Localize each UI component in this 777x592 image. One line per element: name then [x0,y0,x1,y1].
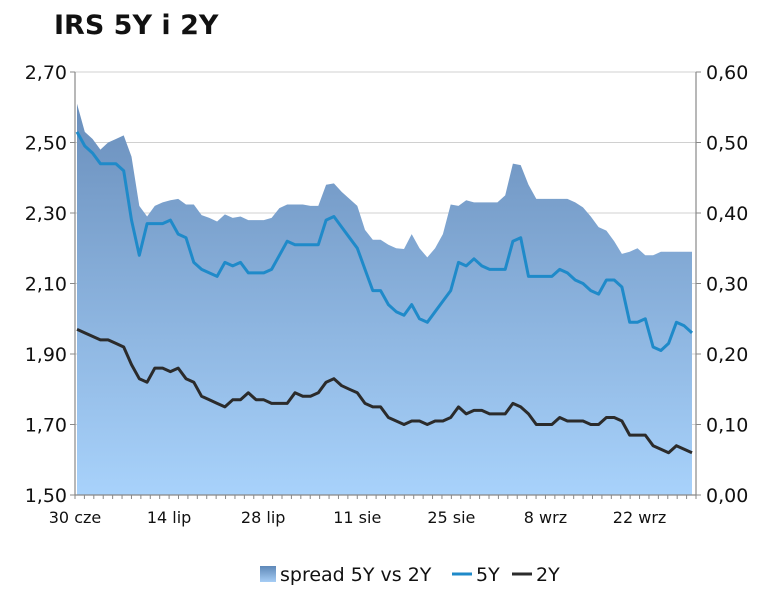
x-tick-label: 30 cze [49,508,101,527]
x-tick-label: 22 wrz [613,508,667,527]
right-tick-label: 0,50 [706,133,748,155]
x-tick-label: 8 wrz [524,508,567,527]
lines-layer [75,131,694,455]
right-tick-label: 0,00 [706,485,748,507]
x-tick-label: 25 sie [427,508,475,527]
x-tick-label: 28 lip [241,508,286,527]
x-axis-tick-labels: 30 cze 14 lip 28 lip 11 sie 25 sie 8 wrz 22 wr… [49,495,697,527]
left-tick-label: 2,50 [25,133,67,155]
series-line-5y [75,131,694,352]
series-line-2y [76,327,693,455]
legend-label-spread: spread 5Y vs 2Y [280,564,432,586]
left-tick-label: 2,10 [25,274,67,296]
x-tick-label: 14 lip [147,508,192,527]
left-tick-label: 1,70 [25,415,67,437]
legend-label-2y: 2Y [536,564,560,586]
chart-title: IRS 5Y i 2Y [54,10,219,41]
legend-label-5y: 5Y [476,564,500,586]
x-tick-label: 11 sie [333,508,381,527]
right-tick-label: 0,60 [706,62,748,84]
left-axis-tick-labels: 1,50 1,70 1,90 2,10 2,30 2,50 2,70 [25,62,75,507]
left-tick-label: 1,50 [25,485,67,507]
left-tick-label: 2,30 [25,203,67,225]
right-tick-label: 0,30 [706,274,748,296]
right-axis-tick-labels: 0,00 0,10 0,20 0,30 0,40 0,50 0,60 [696,62,748,507]
right-tick-label: 0,10 [706,415,748,437]
left-tick-label: 2,70 [25,62,67,84]
left-tick-label: 1,90 [25,344,67,366]
legend: spread 5Y vs 2Y 5Y 2Y [260,564,560,586]
right-tick-label: 0,40 [706,203,748,225]
right-tick-label: 0,20 [706,344,748,366]
legend-swatch-spread [260,566,276,582]
